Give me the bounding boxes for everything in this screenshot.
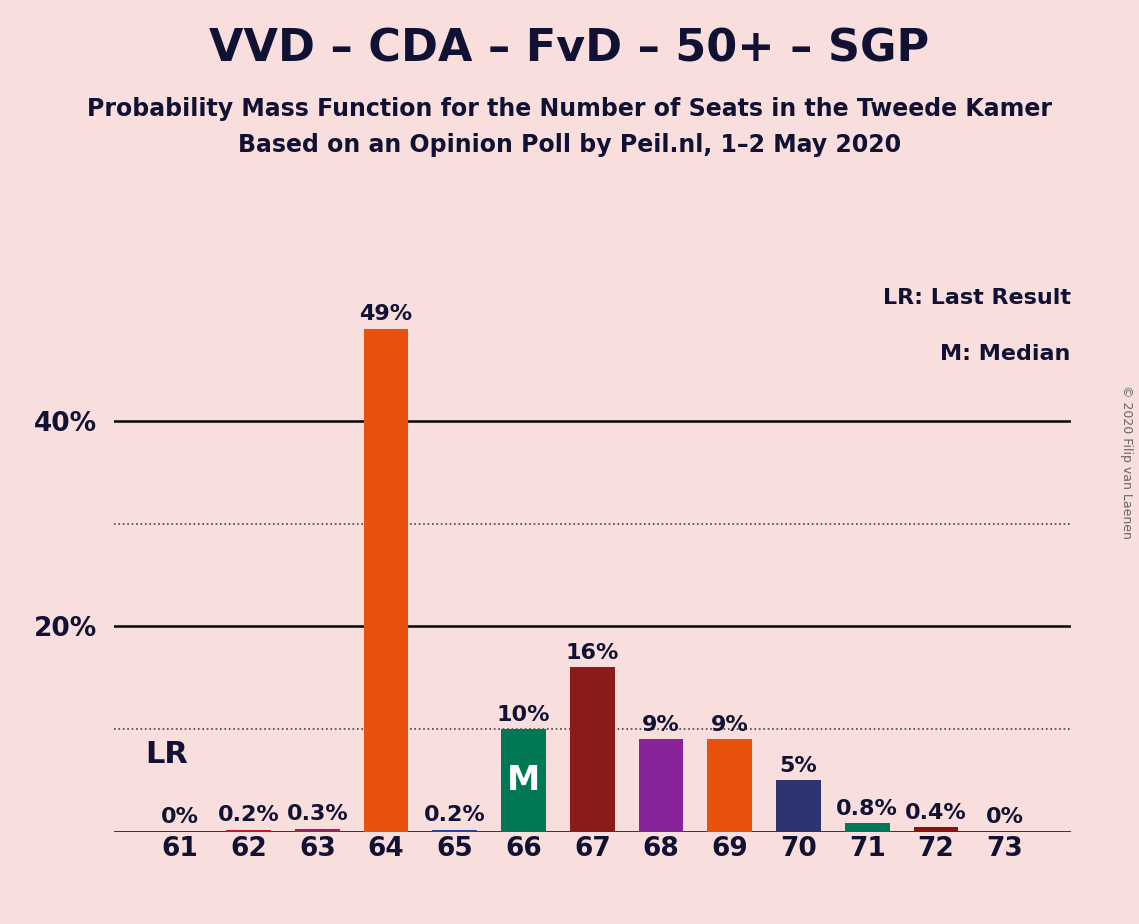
Text: 0%: 0% [161,808,198,828]
Bar [363,329,409,832]
Bar [227,830,271,832]
Text: 0%: 0% [986,808,1024,828]
Text: M: Median: M: Median [941,344,1071,364]
Text: 0.8%: 0.8% [836,799,899,820]
Text: 10%: 10% [497,705,550,724]
Bar [639,739,683,832]
Bar [501,729,546,832]
Text: LR: Last Result: LR: Last Result [883,288,1071,309]
Bar [570,667,615,832]
Text: 0.2%: 0.2% [218,806,279,825]
Bar [707,739,752,832]
Text: © 2020 Filip van Laenen: © 2020 Filip van Laenen [1121,385,1133,539]
Bar [913,828,958,832]
Text: 9%: 9% [711,715,748,736]
Text: 9%: 9% [642,715,680,736]
Text: 0.4%: 0.4% [906,803,967,823]
Text: M: M [507,764,540,796]
Text: Probability Mass Function for the Number of Seats in the Tweede Kamer: Probability Mass Function for the Number… [87,97,1052,121]
Text: 5%: 5% [780,756,818,776]
Text: 0.2%: 0.2% [424,806,485,825]
Bar [433,830,477,832]
Text: LR: LR [146,740,188,769]
Bar [295,829,339,832]
Text: 49%: 49% [360,304,412,324]
Text: 16%: 16% [566,643,618,663]
Bar [776,780,821,832]
Text: Based on an Opinion Poll by Peil.nl, 1–2 May 2020: Based on an Opinion Poll by Peil.nl, 1–2… [238,133,901,157]
Text: VVD – CDA – FvD – 50+ – SGP: VVD – CDA – FvD – 50+ – SGP [210,28,929,71]
Text: 0.3%: 0.3% [286,805,349,824]
Bar [845,823,890,832]
